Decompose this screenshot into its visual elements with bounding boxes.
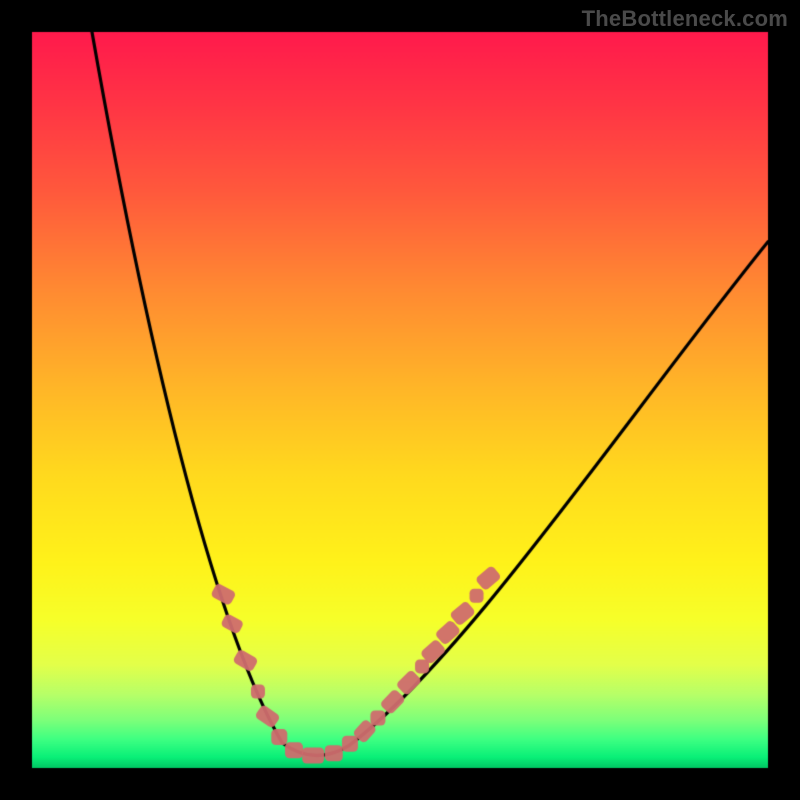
chart-stage: TheBottleneck.com <box>0 0 800 800</box>
bottleneck-v-chart <box>0 0 800 800</box>
watermark-text: TheBottleneck.com <box>582 6 788 32</box>
